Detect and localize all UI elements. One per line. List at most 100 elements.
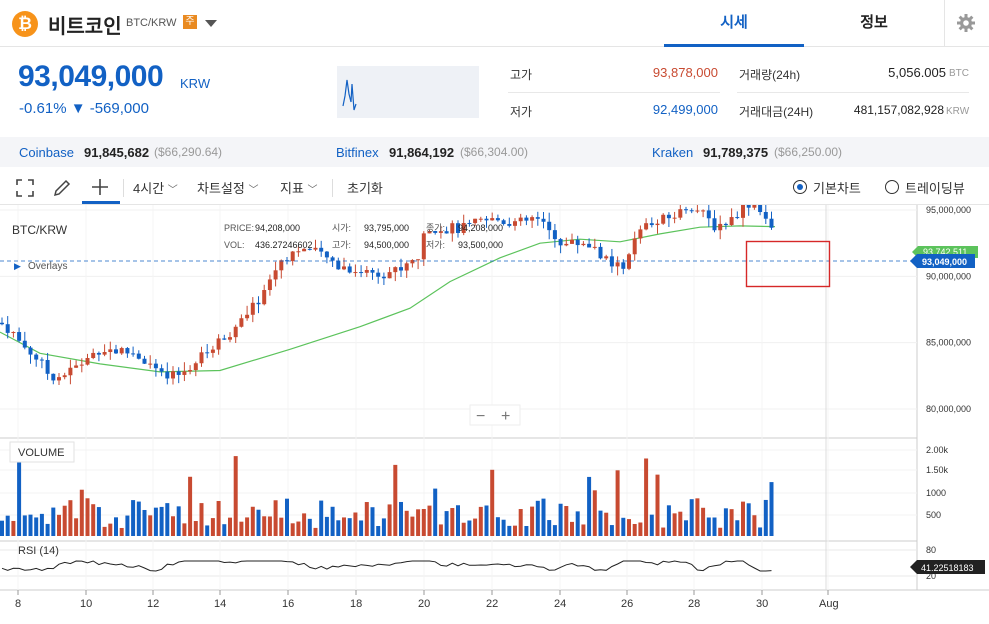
volume-bar <box>473 518 478 536</box>
crosshair-icon[interactable] <box>90 177 110 197</box>
tradingview-label[interactable]: 트레이딩뷰 <box>905 181 965 196</box>
volume-bar <box>712 517 717 536</box>
candle-body <box>96 352 101 355</box>
time-tick-label: 10 <box>80 598 92 610</box>
fullscreen-icon[interactable] <box>16 179 34 197</box>
candle-body <box>729 217 734 226</box>
info-price: 94,208,000 <box>255 223 300 233</box>
zoom-out-button[interactable]: − <box>476 408 485 425</box>
divider <box>508 92 720 93</box>
candle-body <box>666 214 671 219</box>
candle-body <box>68 367 73 376</box>
volume-bar <box>763 499 768 536</box>
candle-body <box>267 279 272 291</box>
time-tick-label: 16 <box>282 598 294 610</box>
candle-body <box>427 231 432 234</box>
reset-button[interactable]: 초기화 <box>347 181 383 196</box>
volume-bar <box>51 507 56 536</box>
candle-body <box>136 353 141 359</box>
exchange-name[interactable]: Coinbase <box>19 145 74 160</box>
indicators-menu[interactable]: 지표 ﹀ <box>280 178 318 197</box>
candle-body <box>501 220 506 224</box>
candle-body <box>376 272 381 277</box>
volume-bar <box>359 520 364 536</box>
tradingview-radio[interactable] <box>885 180 899 194</box>
volume-bar <box>370 507 375 536</box>
candle-body <box>513 221 517 226</box>
candle-body <box>296 251 301 253</box>
volume-bar <box>188 476 193 536</box>
volume-bar <box>22 515 27 536</box>
volume-bar <box>627 519 631 536</box>
candle-body <box>228 337 232 340</box>
info-close-label: 종가: <box>426 223 445 233</box>
time-tick-label: 26 <box>621 598 633 610</box>
volume-bar <box>661 527 666 536</box>
chart-settings-menu[interactable]: 차트설정 ﹀ <box>197 178 258 197</box>
volume-bar <box>347 518 352 536</box>
volume-bar <box>39 513 44 536</box>
volume-bar <box>0 520 4 536</box>
candle-body <box>359 272 364 274</box>
volume-bar <box>410 516 415 536</box>
candle-body <box>541 218 546 222</box>
coin-dropdown-icon[interactable] <box>205 20 217 27</box>
volume-bar <box>57 514 61 536</box>
volume-unit: BTC <box>949 68 969 79</box>
info-high-label: 고가: <box>332 240 351 250</box>
info-open: 93,795,000 <box>364 223 409 233</box>
chart-canvas[interactable]: BTC/KRW ▶ Overlays PRICE: 94,208,000 VOL… <box>0 194 989 619</box>
interval-select[interactable]: 4시간 ﹀ <box>133 178 178 197</box>
candle-body <box>176 371 181 375</box>
candle-body <box>535 217 540 219</box>
candle-body <box>313 247 318 250</box>
basic-chart-radio[interactable] <box>793 180 807 194</box>
divider <box>332 179 333 197</box>
volume-bar <box>507 525 512 536</box>
volume-bar <box>570 521 574 536</box>
tab-info[interactable]: 정보 <box>860 14 888 31</box>
volume-bar <box>621 517 626 536</box>
basic-chart-label[interactable]: 기본차트 <box>813 181 861 196</box>
pencil-icon[interactable] <box>52 178 72 198</box>
zoom-in-button[interactable]: + <box>501 408 510 425</box>
volume-bar <box>490 469 495 536</box>
volume-bar <box>541 498 546 536</box>
info-close: 94,208,000 <box>458 223 503 233</box>
time-tick-label: 22 <box>486 598 498 610</box>
exchange-name[interactable]: Kraken <box>652 145 694 160</box>
volume-bar <box>102 526 107 536</box>
candle-body <box>410 260 415 264</box>
volume-bar <box>735 520 740 536</box>
volume-bar <box>222 524 227 536</box>
volume-bar <box>296 521 301 536</box>
candle-body <box>769 218 774 228</box>
exchange-price: 91,864,192 <box>389 145 455 160</box>
volume-bar <box>262 516 267 536</box>
candle-body <box>148 363 153 365</box>
ohlc-info: PRICE: 94,208,000 VOL: 436.27246602 시가: … <box>224 223 503 250</box>
time-tick-label: 20 <box>418 598 430 610</box>
candle-body <box>182 371 187 375</box>
volume-bar <box>108 523 113 536</box>
overlays-toggle-icon[interactable]: ▶ <box>14 261 21 271</box>
price-chart[interactable]: BTC/KRW ▶ Overlays PRICE: 94,208,000 VOL… <box>0 194 989 619</box>
volume-bar <box>524 526 529 536</box>
settings-gear-icon[interactable] <box>956 13 976 33</box>
candle-body <box>461 222 466 233</box>
time-tick-label: 18 <box>350 598 362 610</box>
coin-name[interactable]: 비트코인 <box>48 16 122 38</box>
info-low: 93,500,000 <box>458 240 503 250</box>
volume-bar <box>535 500 540 536</box>
volume-bar <box>125 515 130 536</box>
overlays-toggle[interactable]: Overlays <box>28 261 67 272</box>
volume-bar <box>353 512 358 536</box>
volume-bar <box>718 527 723 536</box>
volume-bar <box>450 508 455 536</box>
candle-body <box>416 259 421 261</box>
volume-bar <box>684 520 688 536</box>
exchange-name[interactable]: Bitfinex <box>336 145 379 160</box>
volume-bar <box>478 506 483 536</box>
tab-price[interactable]: 시세 <box>664 0 804 47</box>
volume-bar <box>285 498 289 536</box>
